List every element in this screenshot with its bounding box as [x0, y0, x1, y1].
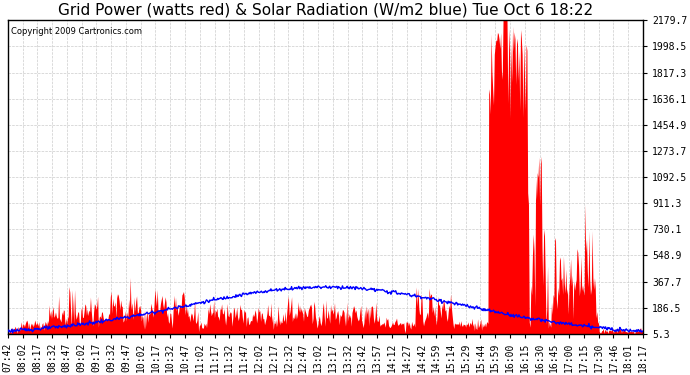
Text: Copyright 2009 Cartronics.com: Copyright 2009 Cartronics.com — [11, 27, 142, 36]
Title: Grid Power (watts red) & Solar Radiation (W/m2 blue) Tue Oct 6 18:22: Grid Power (watts red) & Solar Radiation… — [58, 3, 593, 18]
